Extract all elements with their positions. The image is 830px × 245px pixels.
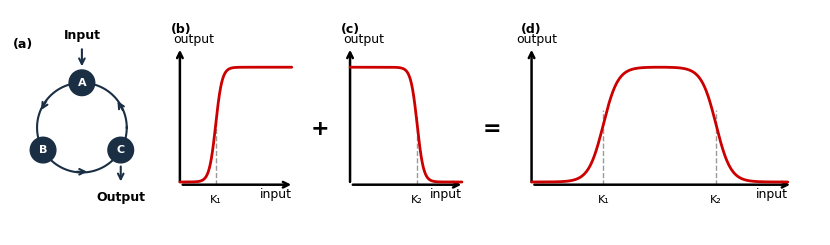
Text: output: output (516, 33, 557, 46)
Circle shape (30, 137, 56, 163)
Text: Input: Input (63, 29, 100, 42)
Text: K₂: K₂ (710, 196, 722, 206)
Circle shape (69, 70, 95, 96)
Text: K₁: K₁ (598, 196, 609, 206)
Text: input: input (430, 188, 462, 201)
Text: K₂: K₂ (412, 196, 423, 206)
Text: Output: Output (96, 191, 145, 204)
Text: B: B (39, 145, 47, 155)
Text: output: output (344, 33, 384, 46)
Text: (d): (d) (521, 24, 542, 37)
Text: (b): (b) (171, 24, 192, 37)
Text: output: output (173, 33, 214, 46)
Text: +: + (310, 119, 329, 139)
Text: (c): (c) (341, 24, 360, 37)
Text: (a): (a) (12, 38, 33, 51)
Text: A: A (77, 78, 86, 88)
Text: C: C (117, 145, 124, 155)
Text: input: input (756, 188, 788, 201)
Circle shape (108, 137, 134, 163)
Text: input: input (260, 188, 292, 201)
Text: =: = (483, 119, 501, 139)
Text: K₁: K₁ (210, 196, 222, 206)
